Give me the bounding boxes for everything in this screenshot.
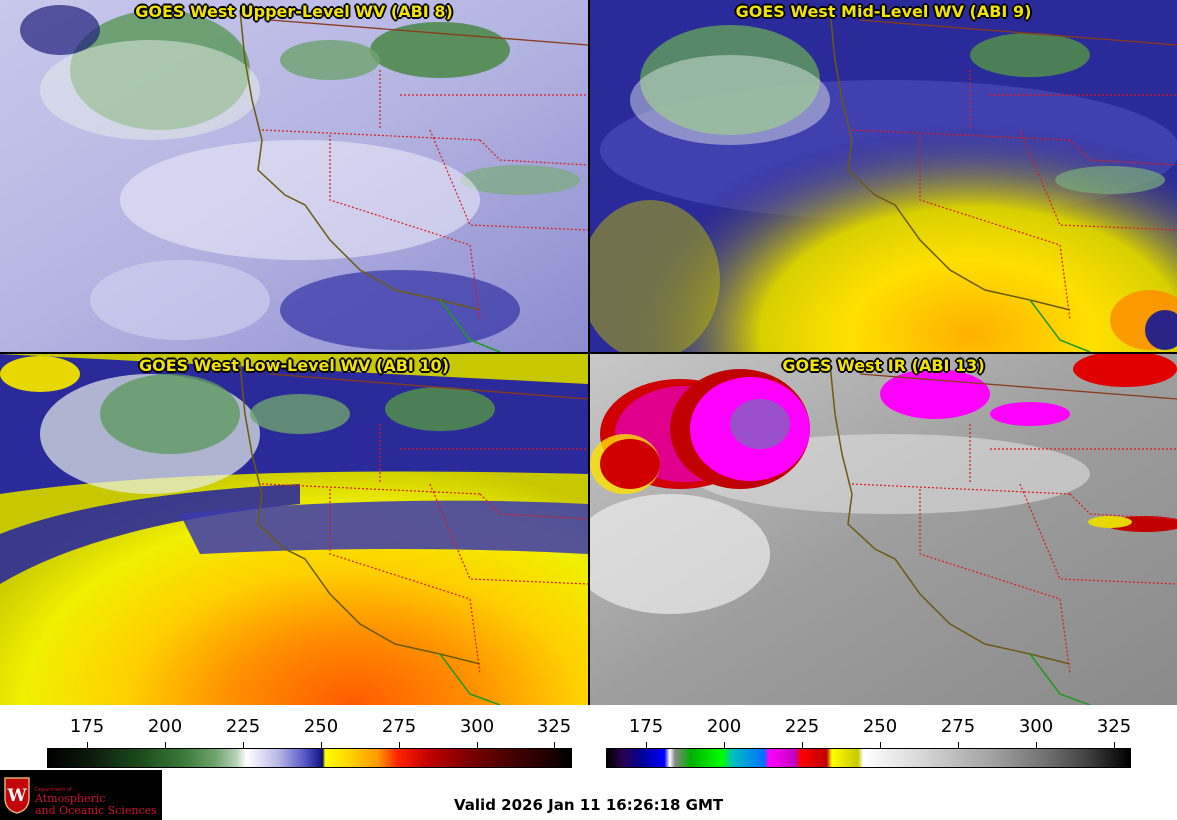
panel-title: GOES West Upper-Level WV (ABI 8)	[135, 2, 453, 21]
upper-level-wv-image	[0, 0, 588, 352]
colorbar-left-tick: 225	[225, 716, 261, 737]
colorbar-left-tickmark	[165, 742, 166, 748]
ir-colorbar	[606, 748, 1131, 768]
logo-dept-text: Department of	[35, 787, 72, 793]
colorbar-left-tickmark	[477, 742, 478, 748]
colorbar-right-tickmark	[802, 742, 803, 748]
colorbar-left-tickmark	[243, 742, 244, 748]
low-level-wv-panel: GOES West Low-Level WV (ABI 10)	[0, 354, 588, 705]
colorbar-left-tickmark	[399, 742, 400, 748]
low-level-wv-image	[0, 354, 588, 705]
colorbar-left-tickmark	[554, 742, 555, 748]
colorbar-right-tick: 300	[1018, 716, 1054, 737]
colorbar-left-tick: 250	[303, 716, 339, 737]
colorbar-right-tick: 225	[784, 716, 820, 737]
colorbar-left-tick: 300	[459, 716, 495, 737]
colorbar-left-tick: 275	[381, 716, 417, 737]
mid-level-wv-panel: GOES West Mid-Level WV (ABI 9)	[590, 0, 1177, 352]
colorbar-right-tickmark	[724, 742, 725, 748]
panel-title: GOES West IR (ABI 13)	[782, 356, 985, 375]
wv-colorbar	[47, 748, 572, 768]
colorbar-left-tick: 325	[536, 716, 572, 737]
colorbar-right-tick: 325	[1096, 716, 1132, 737]
crest-letter: W	[6, 786, 27, 806]
colorbar-left-tickmark	[321, 742, 322, 748]
panel-title: GOES West Mid-Level WV (ABI 9)	[735, 2, 1032, 21]
panel-divider-horizontal	[0, 352, 1177, 354]
colorbar-right-tickmark	[646, 742, 647, 748]
aos-logo: W Department of Atmospheric and Oceanic …	[0, 770, 162, 820]
valid-time: Valid 2026 Jan 11 16:26:18 GMT	[454, 796, 724, 814]
logo-line-1: Atmospheric	[35, 792, 106, 805]
panel-title: GOES West Low-Level WV (ABI 10)	[138, 356, 449, 375]
logo-line-2: and Oceanic Sciences	[35, 804, 157, 817]
ir-image	[590, 354, 1177, 705]
upper-level-wv-panel: GOES West Upper-Level WV (ABI 8)	[0, 0, 588, 352]
colorbar-right-tick: 275	[940, 716, 976, 737]
colorbar-right-tickmark	[880, 742, 881, 748]
colorbar-right-tickmark	[1114, 742, 1115, 748]
colorbar-right-tick: 200	[706, 716, 742, 737]
colorbar-left-tick: 200	[147, 716, 183, 737]
colorbar-left-tick: 175	[69, 716, 105, 737]
colorbar-left-tickmark	[87, 742, 88, 748]
ir-panel: GOES West IR (ABI 13)	[590, 354, 1177, 705]
uw-crest-icon: W	[4, 777, 30, 814]
mid-level-wv-image	[590, 0, 1177, 352]
colorbar-right-tickmark	[958, 742, 959, 748]
colorbar-right-tick: 175	[628, 716, 664, 737]
colorbar-right-tickmark	[1036, 742, 1037, 748]
colorbar-right-tick: 250	[862, 716, 898, 737]
